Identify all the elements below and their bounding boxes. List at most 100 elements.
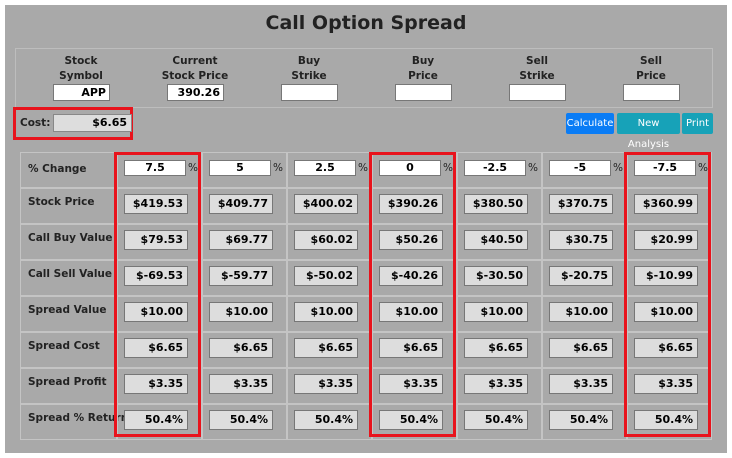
value-cell: $60.02: [294, 230, 358, 250]
table-cell: [627, 368, 712, 404]
value-cell: $3.35: [379, 374, 443, 394]
percent-input[interactable]: -2.5: [464, 160, 526, 176]
cost-box: Cost: $6.65: [13, 107, 133, 140]
percent-input[interactable]: 0: [379, 160, 441, 176]
button[interactable]: New Analysis: [617, 113, 680, 150]
value-cell: $6.65: [634, 338, 698, 358]
table-cell: [202, 260, 287, 296]
value-cell: $6.65: [124, 338, 188, 358]
highlight-frame: [624, 152, 711, 437]
percent-sign: %: [698, 162, 708, 174]
table-cell: [117, 404, 202, 440]
percent-sign: %: [528, 162, 538, 174]
input-label: Buy: [297, 55, 321, 67]
input-field[interactable]: [509, 84, 566, 101]
percent-input[interactable]: -5: [549, 160, 611, 176]
value-cell: $370.75: [549, 194, 613, 214]
highlight-frame: [114, 152, 201, 437]
row-label: % Change: [28, 163, 87, 175]
table-cell: [372, 260, 457, 296]
table-cell: [202, 404, 287, 440]
input-label: Sell: [526, 55, 548, 67]
value-cell: $-59.77: [209, 266, 273, 286]
table-cell: [117, 296, 202, 332]
value-cell: $-30.50: [464, 266, 528, 286]
percent-input[interactable]: 5: [209, 160, 271, 176]
title: Call Option Spread: [265, 12, 467, 34]
value-cell: 50.4%: [124, 410, 188, 430]
table-cell: [372, 368, 457, 404]
table-cell: [117, 188, 202, 224]
value-cell: $3.35: [294, 374, 358, 394]
input-label: Strike: [519, 70, 555, 82]
input-label: Price: [636, 70, 666, 82]
table-cell: [202, 224, 287, 260]
button[interactable]: Calculate: [566, 113, 614, 134]
value-cell: $-20.75: [549, 266, 613, 286]
percent-input[interactable]: 2.5: [294, 160, 356, 176]
table-cell: [457, 152, 542, 188]
value-cell: $10.00: [634, 302, 698, 322]
value-cell: $6.65: [464, 338, 528, 358]
value-cell: $6.65: [294, 338, 358, 358]
table-cell: [202, 332, 287, 368]
input-field[interactable]: 390.26: [167, 84, 224, 101]
value-cell: $-10.99: [634, 266, 698, 286]
input-field[interactable]: [281, 84, 338, 101]
table-cell: [457, 332, 542, 368]
percent-input[interactable]: -7.5: [634, 160, 696, 176]
row-label: Call Buy Value: [28, 232, 113, 244]
table-cell: [117, 224, 202, 260]
value-cell: 50.4%: [209, 410, 273, 430]
percent-input[interactable]: 7.5: [124, 160, 186, 176]
value-cell: $380.50: [464, 194, 528, 214]
table-cell: [202, 188, 287, 224]
table-cell: [627, 260, 712, 296]
row-label: Spread Value: [28, 304, 107, 316]
value-cell: $30.75: [549, 230, 613, 250]
value-cell: $3.35: [464, 374, 528, 394]
input-label: Symbol: [59, 70, 103, 82]
input-label: Stock Price: [161, 70, 229, 82]
app-panel: Call Option Spread Cost: $6.65 Stock Symb…: [5, 5, 727, 453]
table-cell: [372, 224, 457, 260]
value-cell: $3.35: [124, 374, 188, 394]
value-cell: $10.00: [549, 302, 613, 322]
value-cell: $-40.26: [379, 266, 443, 286]
input-field[interactable]: [623, 84, 680, 101]
value-cell: $6.65: [549, 338, 613, 358]
value-cell: $10.00: [209, 302, 273, 322]
table-cell: [372, 296, 457, 332]
row-label: Call Sell Value: [28, 268, 113, 280]
value-cell: $50.26: [379, 230, 443, 250]
value-cell: $3.35: [209, 374, 273, 394]
percent-sign: %: [358, 162, 368, 174]
button[interactable]: Print: [682, 113, 713, 134]
table-cell: [457, 404, 542, 440]
table-cell: [202, 152, 287, 188]
value-cell: 50.4%: [379, 410, 443, 430]
input-field[interactable]: APP: [53, 84, 110, 101]
input-label: Stock: [64, 55, 98, 67]
table-cell: [372, 332, 457, 368]
value-cell: $390.26: [379, 194, 443, 214]
input-header: [15, 48, 713, 108]
input-label: Sell: [640, 55, 662, 67]
input-label: Buy: [411, 55, 435, 67]
percent-sign: %: [188, 162, 198, 174]
cost-value: $6.65: [53, 114, 132, 132]
row-label: Spread Profit: [28, 376, 107, 388]
table-cell: [627, 332, 712, 368]
table-cell: [627, 224, 712, 260]
value-cell: 50.4%: [464, 410, 528, 430]
value-cell: $10.00: [124, 302, 188, 322]
percent-sign: %: [443, 162, 453, 174]
value-cell: $3.35: [549, 374, 613, 394]
value-cell: $-69.53: [124, 266, 188, 286]
value-cell: $20.99: [634, 230, 698, 250]
value-cell: $6.65: [379, 338, 443, 358]
input-field[interactable]: [395, 84, 452, 101]
table-cell: [202, 296, 287, 332]
value-cell: $3.35: [634, 374, 698, 394]
value-cell: $69.77: [209, 230, 273, 250]
